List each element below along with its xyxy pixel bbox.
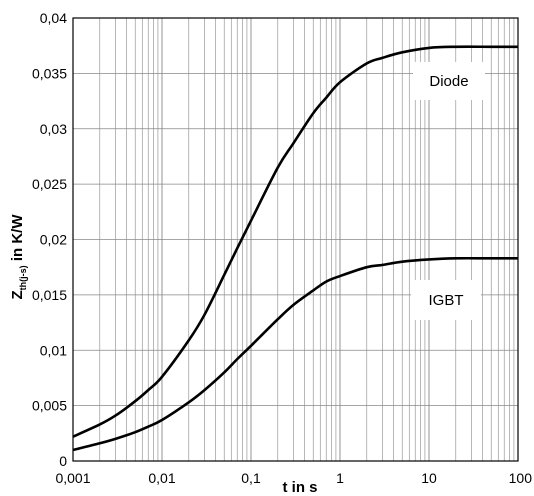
- x-tick-label: 10: [421, 470, 437, 486]
- x-tick-label: 0,01: [148, 470, 175, 486]
- y-tick-label: 0,02: [40, 232, 67, 248]
- y-axis-title: Zth(j-s) in K/W: [9, 214, 28, 300]
- y-axis-label-tail: in K/W: [9, 214, 26, 266]
- y-tick-label: 0,01: [40, 342, 67, 358]
- diode-label-box: Diode: [413, 62, 485, 100]
- plot-frame: [72, 17, 519, 462]
- y-axis-label-main: Z: [9, 290, 26, 299]
- y-tick-label: 0,025: [32, 176, 67, 192]
- y-tick-label: 0,03: [40, 121, 67, 137]
- y-tick-label: 0: [59, 453, 67, 469]
- igbt-label-box: IGBT: [411, 280, 481, 320]
- tick-labels: 0 0,005 0,01 0,015 0,02 0,025 0,03 0,035 0,04 0,0…: [32, 10, 532, 486]
- y-tick-label: 0,015: [32, 287, 67, 303]
- curves: [72, 45, 518, 452]
- x-tick-label: 100: [509, 470, 533, 486]
- svg-text:Zth(j-s) in K/W: Zth(j-s) in K/W: [9, 214, 28, 300]
- series-line-igbt: [72, 256, 518, 452]
- x-tick-label: 0,001: [55, 470, 90, 486]
- y-tick-label: 0,035: [32, 65, 67, 81]
- igbt-label: IGBT: [428, 292, 463, 309]
- y-axis-label-sub: th(j-s): [18, 265, 28, 290]
- diode-label: Diode: [429, 73, 468, 90]
- x-tick-label: 1: [336, 470, 344, 486]
- x-tick-label: 0,1: [241, 470, 261, 486]
- grid: [72, 17, 518, 462]
- y-tick-label: 0,04: [40, 10, 67, 26]
- y-tick-label: 0,005: [32, 398, 67, 414]
- series-line-diode: [72, 45, 518, 438]
- x-axis-label: t in s: [282, 479, 317, 496]
- x-axis-title: t in s: [274, 478, 326, 496]
